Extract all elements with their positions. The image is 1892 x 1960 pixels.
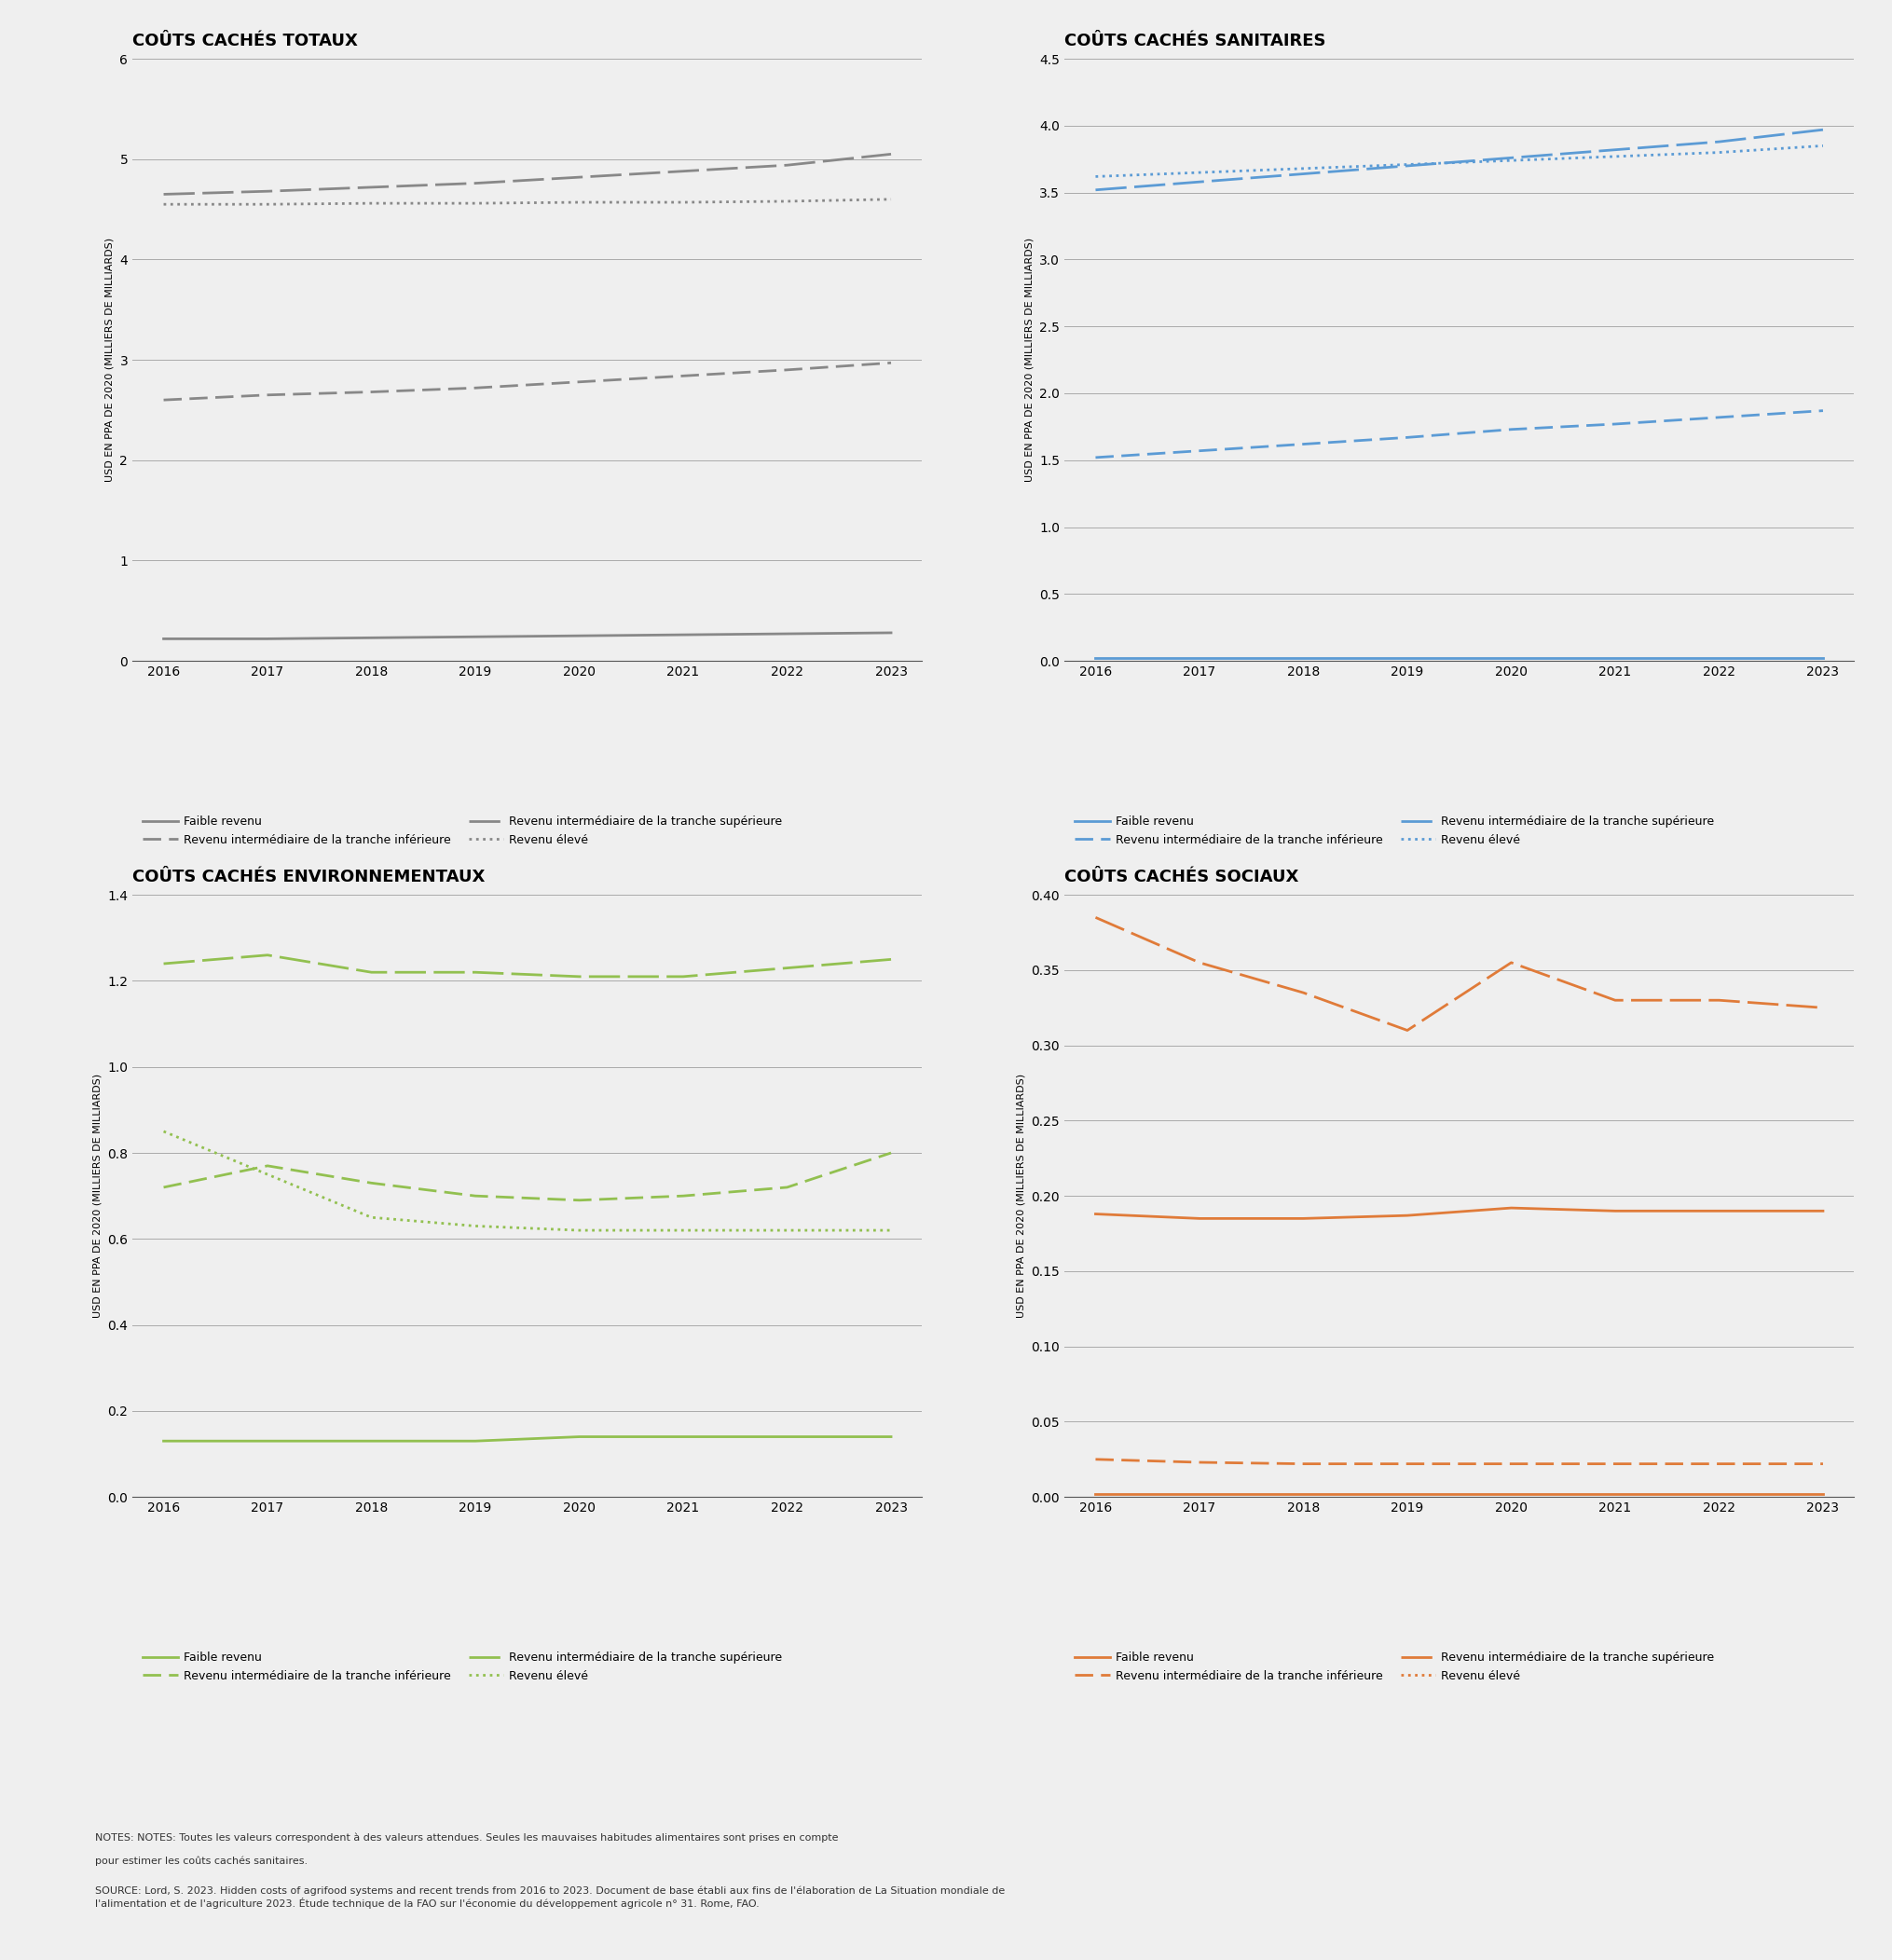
Text: SOURCE: Lord, S. 2023. Hidden costs of agrifood systems and recent trends from 2: SOURCE: Lord, S. 2023. Hidden costs of a… <box>95 1886 1005 1909</box>
Text: NOTES: NOTES: Toutes les valeurs correspondent à des valeurs attendues. Seules l: NOTES: NOTES: Toutes les valeurs corresp… <box>95 1833 838 1842</box>
Text: COÛTS CACHÉS ENVIRONNEMENTAUX: COÛTS CACHÉS ENVIRONNEMENTAUX <box>132 868 484 886</box>
Legend: Faible revenu, Revenu intermédiaire de la tranche inférieure, Revenu intermédiai: Faible revenu, Revenu intermédiaire de l… <box>1071 1646 1720 1688</box>
Y-axis label: USD EN PPA DE 2020 (MILLIERS DE MILLIARDS): USD EN PPA DE 2020 (MILLIERS DE MILLIARD… <box>93 1074 102 1317</box>
Y-axis label: USD EN PPA DE 2020 (MILLIERS DE MILLIARDS): USD EN PPA DE 2020 (MILLIERS DE MILLIARD… <box>1025 237 1035 482</box>
Text: COÛTS CACHÉS TOTAUX: COÛTS CACHÉS TOTAUX <box>132 33 358 49</box>
Y-axis label: USD EN PPA DE 2020 (MILLIERS DE MILLIARDS): USD EN PPA DE 2020 (MILLIERS DE MILLIARD… <box>106 237 114 482</box>
Legend: Faible revenu, Revenu intermédiaire de la tranche inférieure, Revenu intermédiai: Faible revenu, Revenu intermédiaire de l… <box>138 1646 787 1688</box>
Text: COÛTS CACHÉS SOCIAUX: COÛTS CACHÉS SOCIAUX <box>1065 868 1298 886</box>
Legend: Faible revenu, Revenu intermédiaire de la tranche inférieure, Revenu intermédiai: Faible revenu, Revenu intermédiaire de l… <box>1071 811 1720 851</box>
Text: COÛTS CACHÉS SANITAIRES: COÛTS CACHÉS SANITAIRES <box>1065 33 1326 49</box>
Y-axis label: USD EN PPA DE 2020 (MILLIERS DE MILLIARDS): USD EN PPA DE 2020 (MILLIERS DE MILLIARD… <box>1016 1074 1025 1317</box>
Text: pour estimer les coûts cachés sanitaires.: pour estimer les coûts cachés sanitaires… <box>95 1856 307 1866</box>
Legend: Faible revenu, Revenu intermédiaire de la tranche inférieure, Revenu intermédiai: Faible revenu, Revenu intermédiaire de l… <box>138 811 787 851</box>
